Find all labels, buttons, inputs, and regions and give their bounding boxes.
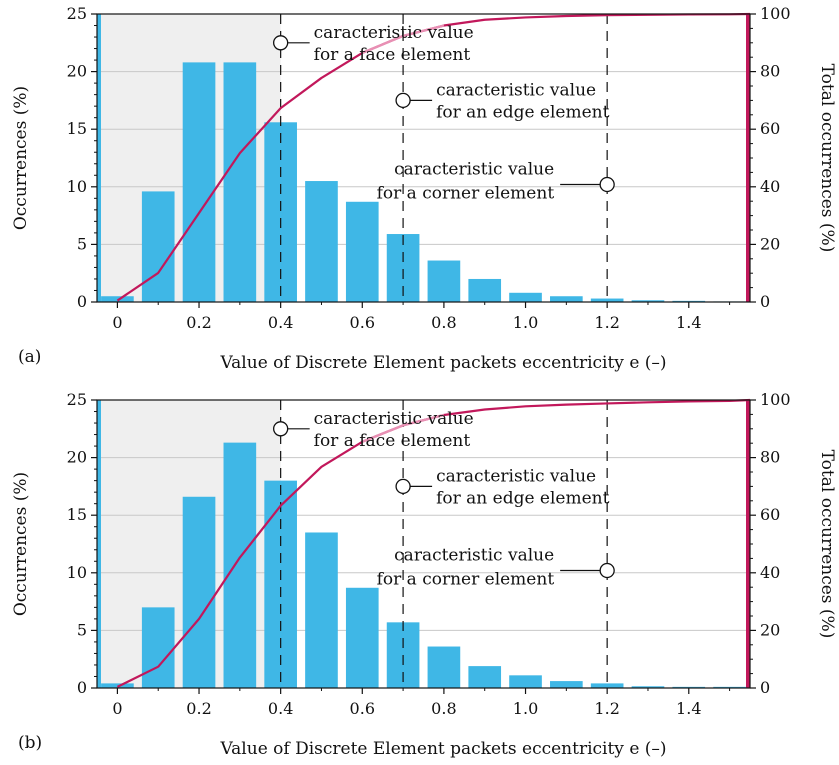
bar — [264, 480, 297, 688]
annotation-text: caracteristic value — [436, 466, 596, 486]
bar — [223, 62, 257, 302]
y2-tick-label: 20 — [760, 620, 780, 639]
x-axis-label: Value of Discrete Element packets eccent… — [219, 739, 666, 759]
x-tick-label: 1.2 — [594, 313, 619, 332]
x-tick-label: 0.8 — [431, 313, 456, 332]
y2-tick-label: 60 — [760, 119, 780, 138]
y-tick-label: 0 — [77, 678, 87, 697]
y2-tick-label: 80 — [760, 448, 780, 467]
x-tick-label: 1.0 — [513, 699, 538, 718]
bar — [590, 298, 624, 302]
y-tick-label: 10 — [67, 177, 87, 196]
left-axis-bar — [97, 400, 101, 688]
x-tick-label: 0 — [112, 313, 122, 332]
annotation-text: caracteristic value — [314, 23, 474, 43]
y-tick-label: 10 — [67, 563, 87, 582]
annotation-marker — [599, 562, 615, 579]
x-tick-label: 1.0 — [513, 313, 538, 332]
bar — [631, 300, 665, 302]
panel-label: (a) — [18, 347, 41, 367]
annotation-text: for a corner element — [377, 569, 555, 589]
annotation-text: for an edge element — [436, 102, 610, 122]
y-axis-label: Occurrences (%) — [11, 86, 31, 230]
y2-tick-label: 60 — [760, 505, 780, 524]
y2-tick-label: 20 — [760, 234, 780, 253]
y-tick-label: 25 — [67, 390, 87, 409]
annotation-text: for an edge element — [436, 488, 610, 508]
bar — [223, 442, 257, 688]
bar — [468, 278, 502, 302]
annotation-marker — [599, 176, 615, 193]
bar — [345, 587, 379, 688]
annotation-text: caracteristic value — [394, 545, 554, 565]
bar — [182, 62, 216, 302]
bar — [182, 496, 216, 688]
bar — [305, 532, 338, 688]
left-axis-bar — [97, 14, 101, 302]
y-axis-label: Occurrences (%) — [11, 472, 31, 616]
y2-tick-label: 40 — [760, 563, 780, 582]
annotation-text: caracteristic value — [314, 409, 474, 429]
bar — [427, 260, 461, 302]
x-tick-label: 0.6 — [350, 313, 375, 332]
x-tick-label: 0.2 — [186, 699, 211, 718]
bar — [141, 607, 175, 688]
right-axis-bar — [746, 400, 750, 688]
y-tick-label: 20 — [67, 448, 87, 467]
y2-axis-label: Total occurrences (%) — [817, 64, 837, 253]
annotation-marker — [395, 478, 411, 495]
bar — [509, 292, 542, 302]
y-tick-label: 20 — [67, 62, 87, 81]
bar — [631, 686, 665, 688]
cumulative-line-light-segment — [361, 413, 445, 443]
annotation-text: for a corner element — [377, 183, 555, 203]
right-axis-bar — [746, 14, 750, 302]
annotation-text: caracteristic value — [394, 159, 554, 179]
y2-tick-label: 100 — [760, 390, 791, 409]
y2-tick-label: 40 — [760, 177, 780, 196]
y2-tick-label: 0 — [760, 678, 770, 697]
y-tick-label: 5 — [77, 234, 87, 253]
annotation-text: caracteristic value — [436, 80, 596, 100]
chart-panel-b: 0 5 10 15 20 25 0 20 40 60 80 100 0 0.2 0.4 0.6 0.8 1.0 1.… — [11, 390, 837, 759]
x-tick-label: 0.4 — [268, 313, 293, 332]
panel-label: (b) — [18, 733, 42, 753]
y-tick-label: 15 — [67, 505, 87, 524]
cumulative-line-light-segment — [361, 24, 445, 54]
x-axis-label: Value of Discrete Element packets eccent… — [219, 353, 666, 373]
annotation-marker — [395, 92, 411, 109]
x-tick-label: 1.4 — [676, 313, 701, 332]
y-tick-label: 5 — [77, 620, 87, 639]
x-tick-label: 0.6 — [350, 699, 375, 718]
chart-panel-a: 0 5 10 15 20 25 0 20 40 60 80 100 0 0.2 0.4 0.6 0.8 1.0 1.… — [11, 4, 837, 373]
annotation-text: for a face element — [314, 45, 471, 65]
x-tick-label: 0.8 — [431, 699, 456, 718]
y-tick-label: 25 — [67, 4, 87, 23]
y-tick-label: 15 — [67, 119, 87, 138]
y2-tick-label: 80 — [760, 62, 780, 81]
x-tick-label: 1.2 — [594, 699, 619, 718]
annotation-marker — [273, 35, 289, 51]
bar — [550, 681, 583, 688]
x-tick-label: 0.4 — [268, 699, 293, 718]
bar — [141, 191, 175, 302]
y2-tick-label: 100 — [760, 4, 791, 23]
y2-tick-label: 0 — [760, 292, 770, 311]
y-tick-label: 0 — [77, 292, 87, 311]
x-tick-label: 0.2 — [186, 313, 211, 332]
bar — [468, 666, 502, 688]
y2-axis-label: Total occurrences (%) — [817, 450, 837, 639]
x-tick-label: 0 — [112, 699, 122, 718]
annotation-marker — [273, 421, 289, 437]
bar — [345, 201, 379, 302]
bar — [590, 683, 624, 688]
bar — [101, 296, 134, 302]
bar — [509, 675, 542, 688]
bar — [550, 296, 583, 302]
bar — [305, 181, 338, 302]
x-tick-label: 1.4 — [676, 699, 701, 718]
annotation-text: for a face element — [314, 431, 471, 451]
bar — [427, 646, 461, 688]
